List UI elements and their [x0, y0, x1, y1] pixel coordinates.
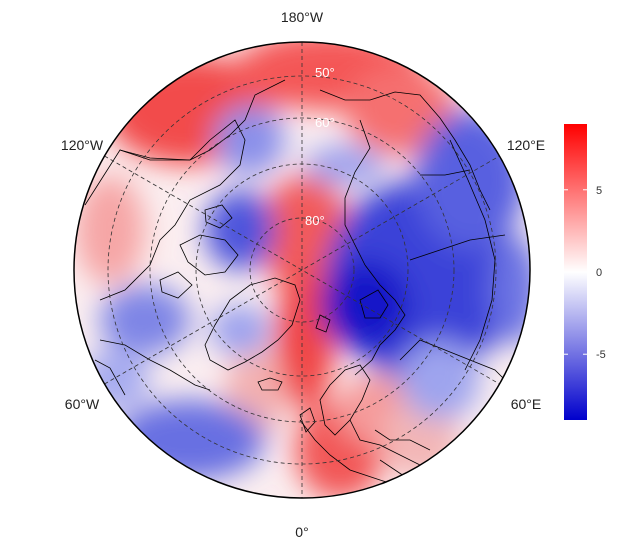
lon-label-120e: 120°E — [507, 137, 545, 153]
lat-label-50: 50° — [315, 65, 335, 80]
lon-label-0: 0° — [295, 524, 308, 540]
colorbar-tick-label: 5 — [596, 185, 602, 197]
archipelago-outline — [179, 234, 239, 276]
iceland-outline — [257, 377, 283, 391]
scandinavia-outline — [319, 364, 371, 436]
colorbar: 5 0 -5 — [564, 124, 606, 420]
lon-label-180w: 180°W — [281, 9, 324, 25]
anomaly-field — [74, 42, 530, 498]
graticule — [104, 42, 500, 498]
greenland-outline — [204, 277, 301, 371]
lon-label-60e: 60°E — [511, 396, 542, 412]
meridian-120w-60e — [104, 155, 500, 385]
lon-label-120w: 120°W — [61, 137, 104, 153]
lat-label-60: 60° — [315, 115, 335, 130]
meridian-60w-120e — [104, 155, 500, 385]
lat-label-80: 80° — [305, 213, 325, 228]
colorbar-tick-label: 0 — [596, 267, 602, 279]
colorbar-gradient — [564, 124, 587, 420]
coastlines — [84, 79, 516, 496]
colorbar-tick-label: -5 — [596, 349, 606, 361]
lon-label-60w: 60°W — [65, 396, 100, 412]
parallel-80 — [249, 217, 355, 323]
map-border — [73, 41, 531, 499]
